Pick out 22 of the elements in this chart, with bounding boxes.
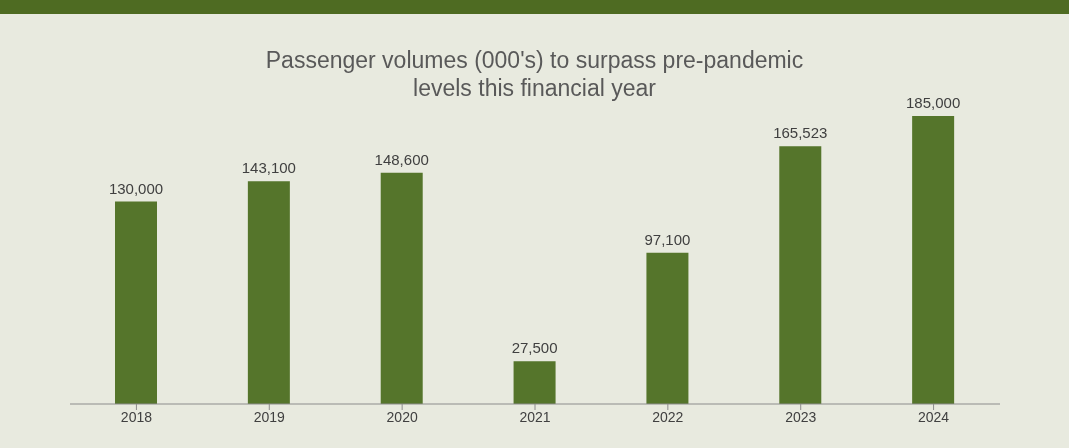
data-label: 130,000 [108,179,164,197]
data-label: 185,000 [906,94,961,111]
x-tick-label: 2019 [253,408,286,425]
bar [646,252,689,404]
bar [115,201,157,404]
data-label: 165,523 [773,124,828,142]
data-label: 143,100 [241,159,296,177]
x-tick-label: 2023 [785,408,817,425]
x-tick-label: 2021 [519,408,551,425]
data-label: 97,100 [644,230,691,248]
x-tick-label: 2022 [652,408,684,425]
bar [380,172,423,404]
bar [912,116,955,404]
bar [513,361,556,404]
bar [779,146,822,404]
data-label: 148,600 [374,150,429,168]
chart-title: Passenger volumes (000's) to surpass pre-pandemic levels this financial year [264,46,805,102]
bar [247,181,290,404]
data-label: 27,500 [511,339,558,357]
x-tick-label: 2020 [386,408,418,425]
x-tick-label: 2024 [917,408,950,425]
x-tick-label: 2018 [120,408,153,425]
